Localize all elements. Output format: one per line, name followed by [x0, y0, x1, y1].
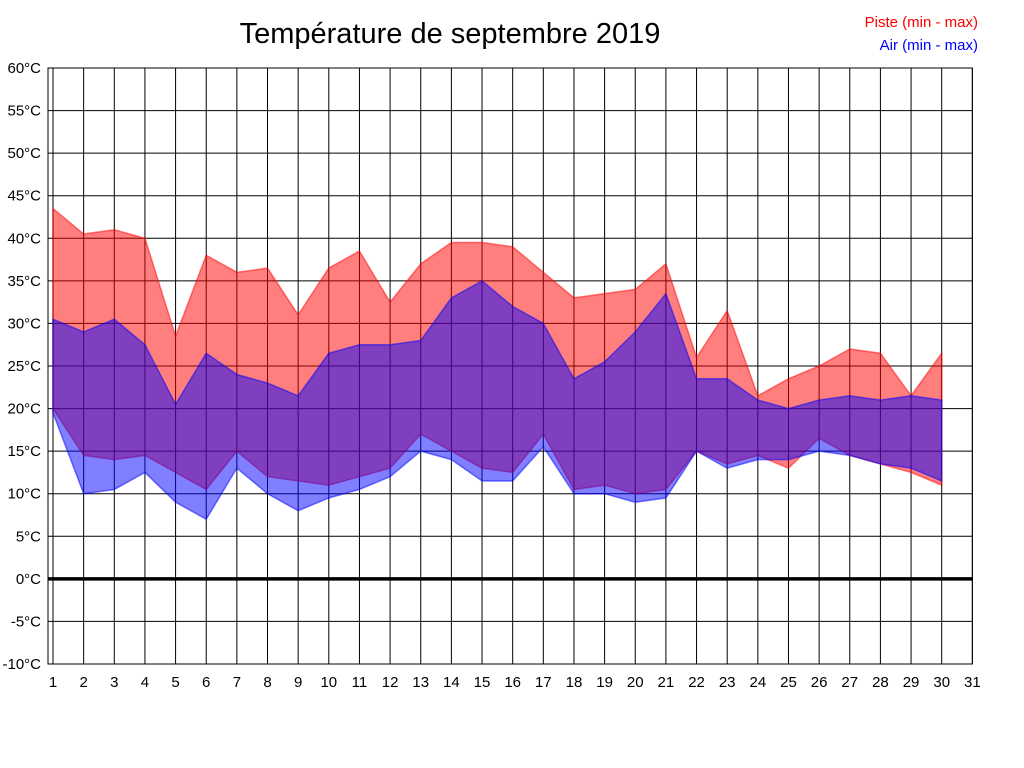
x-axis-tick-label: 15	[474, 674, 491, 691]
x-axis-tick-label: 27	[841, 674, 858, 691]
x-axis-tick-label: 22	[688, 674, 705, 691]
y-axis-tick-label: 40°C	[7, 230, 41, 247]
x-axis-tick-label: 6	[202, 674, 210, 691]
y-axis-tick-label: 45°C	[7, 188, 41, 205]
y-axis-tick-label: 15°C	[7, 443, 41, 460]
plot-border	[47, 67, 973, 665]
x-axis-tick-label: 11	[352, 674, 368, 691]
x-axis-tick-label: 9	[294, 674, 302, 691]
chart-title: Température de septembre 2019	[239, 18, 661, 50]
y-axis-tick-label: 30°C	[7, 315, 41, 332]
x-axis-tick-label: 19	[596, 674, 613, 691]
x-axis-tick-label: 31	[964, 674, 981, 691]
x-axis-tick-label: 4	[141, 674, 149, 691]
x-axis-tick-label: 24	[749, 674, 766, 691]
x-axis-tick-label: 29	[903, 674, 920, 691]
x-axis-tick-label: 28	[872, 674, 889, 691]
chart-legend: Piste (min - max) Air (min - max)	[865, 11, 978, 57]
y-axis-tick-label: 10°C	[7, 486, 41, 503]
legend-item-piste: Piste (min - max)	[864, 14, 978, 31]
x-axis-tick-label: 3	[110, 674, 118, 691]
air-minmax-band	[52, 280, 943, 521]
y-axis-tick-label: -5°C	[11, 613, 41, 630]
x-axis-tick-label: 5	[171, 674, 179, 691]
x-axis-tick-label: 16	[504, 674, 521, 691]
x-axis-tick-label: 8	[263, 674, 271, 691]
x-axis-tick-label: 1	[49, 674, 57, 691]
y-axis-tick-label: 20°C	[7, 401, 41, 418]
y-axis-tick-label: 25°C	[7, 358, 41, 375]
x-axis-tick-label: 25	[780, 674, 797, 691]
y-axis-tick-label: 50°C	[7, 145, 41, 162]
x-axis-tick-label: 21	[658, 674, 675, 691]
x-axis-tick-label: 14	[443, 674, 460, 691]
x-axis-tick-label: 20	[627, 674, 644, 691]
x-axis-tick-label: 2	[79, 674, 87, 691]
x-axis-tick-label: 10	[320, 674, 337, 691]
y-axis-tick-label: 5°C	[16, 528, 41, 545]
y-axis-tick-label: -10°C	[2, 656, 41, 673]
y-axis-tick-label: 0°C	[16, 571, 41, 588]
x-axis-tick-label: 26	[811, 674, 828, 691]
y-axis-tick-label: 55°C	[7, 103, 41, 120]
legend-item-air: Air (min - max)	[879, 37, 978, 54]
x-axis-tick-label: 18	[566, 674, 583, 691]
x-axis-tick-label: 12	[382, 674, 399, 691]
y-axis-tick-label: 60°C	[7, 60, 41, 77]
x-axis-tick-label: 13	[412, 674, 429, 691]
x-axis-tick-label: 17	[535, 674, 552, 691]
x-axis-tick-label: 23	[719, 674, 736, 691]
x-axis-tick-label: 7	[233, 674, 241, 691]
y-axis-tick-label: 35°C	[7, 273, 41, 290]
x-axis-tick-label: 30	[933, 674, 950, 691]
